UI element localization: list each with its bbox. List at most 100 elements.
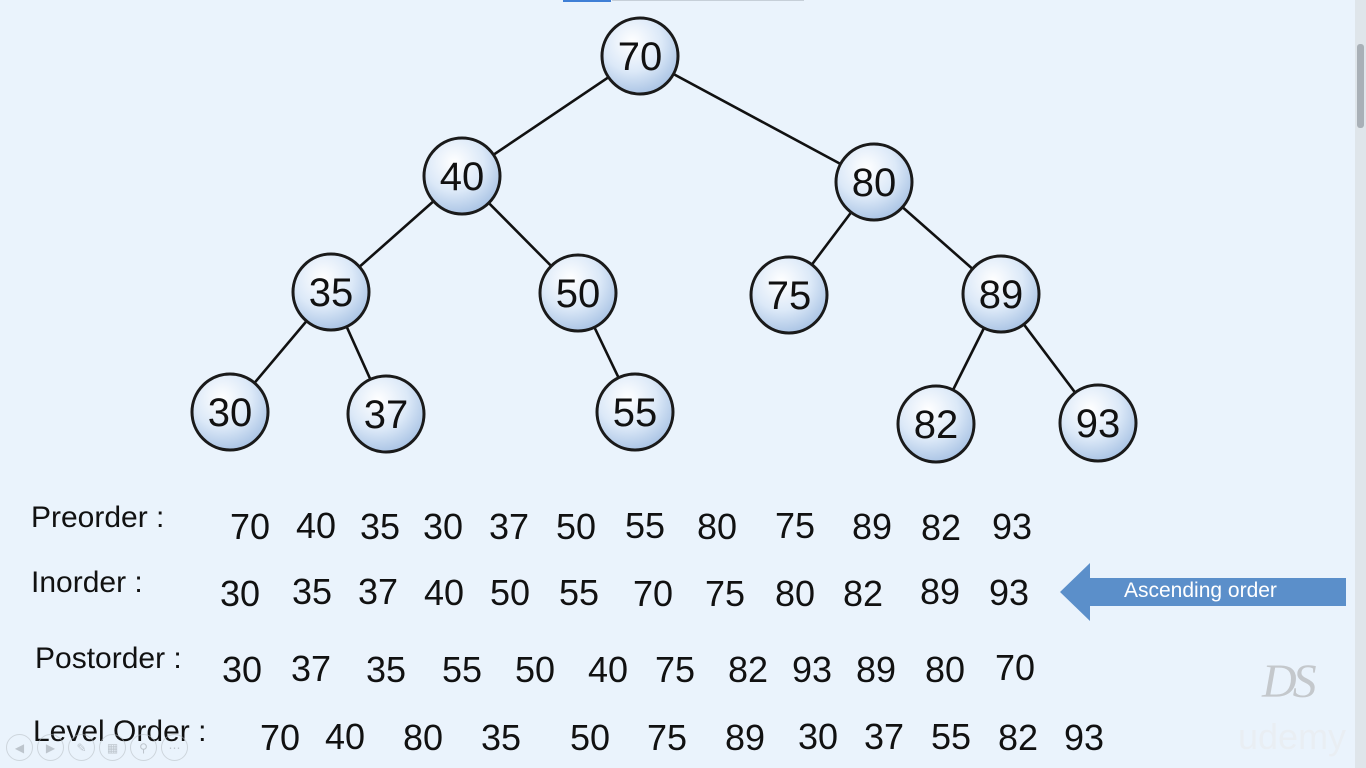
tree-node-circle — [834, 142, 914, 222]
ascending-order-label: Ascending order — [1124, 579, 1277, 602]
tree-node-37: 37 — [346, 374, 426, 454]
inorder-value: 75 — [705, 573, 746, 614]
inorder-value: 40 — [424, 572, 465, 613]
binary-search-tree: 70 40 80 35 50 75 89 30 37 55 82 93 — [190, 16, 1138, 464]
inorder-value: 35 — [292, 571, 333, 612]
tree-node-55: 55 — [595, 372, 675, 452]
more-icon[interactable]: ⋯ — [161, 734, 188, 761]
tree-node-circle — [1058, 383, 1138, 463]
inorder-value: 89 — [920, 571, 961, 612]
preorder-value: 75 — [775, 505, 816, 546]
tree-node-label: 55 — [613, 391, 658, 435]
tree-node-75: 75 — [749, 255, 829, 335]
inorder-value: 93 — [989, 572, 1030, 613]
udemy-watermark: udemy — [1238, 716, 1347, 757]
levelorder-value: 93 — [1064, 717, 1105, 758]
tree-node-89: 89 — [961, 254, 1041, 334]
tree-node-label: 70 — [618, 35, 663, 79]
tree-nodes: 70 40 80 35 50 75 89 30 37 55 82 93 — [190, 16, 1138, 464]
tree-node-circle — [749, 255, 829, 335]
inorder-value: 50 — [490, 572, 531, 613]
postorder-value: 93 — [792, 649, 833, 690]
zoom-icon[interactable]: ⚲ — [130, 734, 157, 761]
preorder-value: 82 — [921, 507, 962, 548]
tree-node-50: 50 — [538, 253, 618, 333]
tree-node-circle — [538, 253, 618, 333]
inorder-value: 37 — [358, 571, 399, 612]
levelorder-value: 75 — [647, 717, 688, 758]
scrollbar-thumb[interactable] — [1357, 44, 1364, 128]
tree-node-label: 82 — [914, 403, 959, 447]
postorder-value: 40 — [588, 649, 629, 690]
postorder-value: 30 — [222, 649, 263, 690]
preorder-value: 40 — [296, 505, 337, 546]
inorder-value: 70 — [633, 573, 674, 614]
levelorder-value: 30 — [798, 716, 839, 757]
postorder-label: Postorder : — [35, 642, 182, 675]
postorder-value: 89 — [856, 649, 897, 690]
prev-icon[interactable]: ◀ — [6, 734, 33, 761]
preorder-value: 50 — [556, 506, 597, 547]
preorder-value: 89 — [852, 506, 893, 547]
levelorder-value: 35 — [481, 717, 522, 758]
tree-node-label: 89 — [979, 273, 1024, 317]
levelorder-value: 37 — [864, 716, 905, 757]
tree-edges — [229, 54, 1100, 425]
preorder-value: 37 — [489, 506, 530, 547]
next-icon[interactable]: ▶ — [37, 734, 64, 761]
tree-node-label: 40 — [440, 155, 485, 199]
tree-node-circle — [190, 372, 270, 452]
tree-node-circle — [291, 252, 371, 332]
tree-node-label: 30 — [208, 391, 253, 435]
tree-node-70: 70 — [600, 16, 680, 96]
tree-node-circle — [600, 16, 680, 96]
preorder-value: 30 — [423, 506, 464, 547]
ascending-order-arrow — [1060, 563, 1346, 621]
tree-node-circle — [595, 372, 675, 452]
inorder-value: 55 — [559, 572, 600, 613]
tree-node-40: 40 — [422, 136, 502, 216]
tree-node-30: 30 — [190, 372, 270, 452]
inorder-value: 30 — [220, 573, 261, 614]
postorder-value: 55 — [442, 649, 483, 690]
tree-edge-70-80 — [639, 54, 875, 184]
tree-node-label: 75 — [767, 274, 812, 318]
pen-icon[interactable]: ✎ — [68, 734, 95, 761]
levelorder-value: 50 — [570, 717, 611, 758]
tree-node-label: 50 — [556, 272, 601, 316]
levelorder-value: 55 — [931, 716, 972, 757]
levelorder-value: 80 — [403, 717, 444, 758]
postorder-value: 37 — [291, 648, 332, 689]
inorder-value: 80 — [775, 573, 816, 614]
levelorder-value: 40 — [325, 716, 366, 757]
tree-node-label: 35 — [309, 271, 354, 315]
tree-node-label: 93 — [1076, 402, 1121, 446]
preorder-value: 80 — [697, 506, 738, 547]
top-divider — [612, 0, 804, 1]
levelorder-value: 70 — [260, 717, 301, 758]
top-accent-bar — [563, 0, 611, 2]
scrollbar[interactable] — [1355, 0, 1366, 768]
preorder-label: Preorder : — [31, 501, 165, 534]
levelorder-value: 82 — [998, 717, 1039, 758]
tree-node-35: 35 — [291, 252, 371, 332]
ds-logo: DS — [1262, 655, 1317, 708]
tree-node-80: 80 — [834, 142, 914, 222]
tree-node-label: 80 — [852, 161, 897, 205]
preorder-value: 55 — [625, 505, 666, 546]
tree-node-circle — [346, 374, 426, 454]
slide-controls: ◀ ▶ ✎ ▦ ⚲ ⋯ — [6, 734, 188, 762]
postorder-value: 70 — [995, 647, 1036, 688]
inorder-value: 82 — [843, 573, 884, 614]
preorder-value: 70 — [230, 506, 271, 547]
tree-node-label: 37 — [364, 393, 409, 437]
slides-icon[interactable]: ▦ — [99, 734, 126, 761]
tree-node-93: 93 — [1058, 383, 1138, 463]
tree-node-circle — [896, 384, 976, 464]
preorder-value: 93 — [992, 506, 1033, 547]
postorder-value: 80 — [925, 649, 966, 690]
inorder-label: Inorder : — [31, 566, 143, 599]
tree-node-82: 82 — [896, 384, 976, 464]
postorder-value: 82 — [728, 649, 769, 690]
postorder-value: 75 — [655, 649, 696, 690]
